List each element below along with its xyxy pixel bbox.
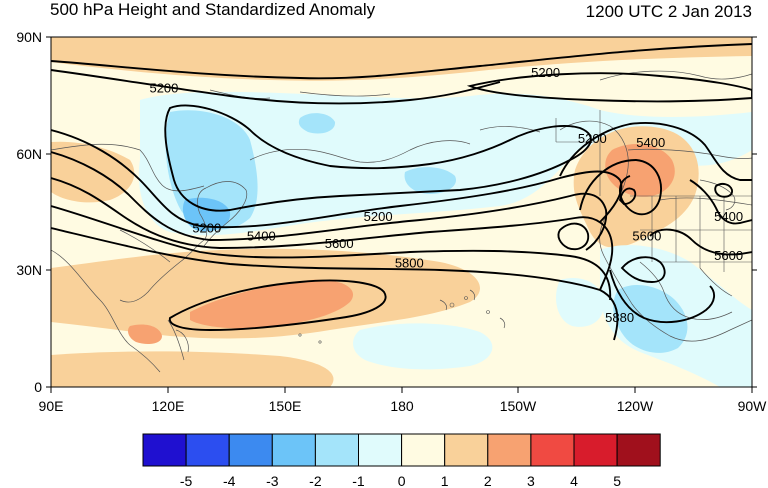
colorbar-swatch bbox=[573, 433, 618, 467]
anomaly-negative-tropical bbox=[353, 323, 493, 370]
anomaly-strong-positive-subtropical bbox=[190, 279, 354, 329]
lon-axis: 90E 120E 150E 180 150W 120W 90W bbox=[39, 387, 768, 414]
contour-label: 5880 bbox=[605, 310, 634, 325]
colorbar-swatch bbox=[185, 433, 230, 467]
anomaly-field: 5200 5200 5200 5400 5200 5400 5200 5600 5800 5600… bbox=[51, 37, 752, 387]
lat-tick-90n: 90N bbox=[16, 29, 42, 45]
political-boundaries bbox=[555, 110, 752, 297]
islands bbox=[298, 296, 490, 344]
lon-tick-180: 180 bbox=[390, 398, 414, 414]
colorbar-label: 4 bbox=[570, 473, 578, 488]
contour-label: 5600 bbox=[632, 228, 661, 243]
colorbar: -5 -4 -3 -2 -1 0 1 2 3 4 5 bbox=[142, 433, 661, 488]
contour-label: 5400 bbox=[714, 209, 743, 224]
anomaly-strong-positive-sea bbox=[128, 324, 162, 344]
colorbar-swatch bbox=[228, 433, 273, 467]
lon-tick-150e: 150E bbox=[269, 398, 302, 414]
colorbar-swatch bbox=[401, 433, 446, 467]
colorbar-swatch bbox=[444, 433, 489, 467]
contour-label: 5200 bbox=[531, 65, 560, 80]
colorbar-label: 1 bbox=[441, 473, 449, 488]
lat-tick-30n: 30N bbox=[16, 262, 42, 278]
anomaly-positive-tropics bbox=[51, 351, 334, 387]
anomaly-negative-eastpacific bbox=[556, 278, 605, 327]
contour-label: 5800 bbox=[395, 256, 424, 271]
anomaly-negative-bering bbox=[404, 167, 457, 194]
colorbar-label: 5 bbox=[613, 473, 621, 488]
anomaly-negative-siberia bbox=[298, 113, 336, 134]
anomaly-positive-arctic bbox=[51, 37, 752, 81]
contour-label: 5400 bbox=[247, 228, 276, 243]
height-contours bbox=[51, 43, 752, 341]
contour-label: 5400 bbox=[636, 135, 665, 150]
colorbar-label: -1 bbox=[352, 473, 365, 488]
colorbar-swatch bbox=[530, 433, 575, 467]
colorbar-swatch bbox=[358, 433, 403, 467]
colorbar-swatch bbox=[314, 433, 359, 467]
colorbar-swatch bbox=[487, 433, 532, 467]
lon-tick-150w: 150W bbox=[500, 398, 537, 414]
colorbar-label: 0 bbox=[398, 473, 406, 488]
colorbar-label: -3 bbox=[266, 473, 279, 488]
valid-time: 1200 UTC 2 Jan 2013 bbox=[585, 2, 752, 21]
colorbar-label: 3 bbox=[527, 473, 535, 488]
colorbar-swatch bbox=[616, 433, 661, 467]
lat-tick-0: 0 bbox=[34, 379, 42, 395]
colorbar-label: -4 bbox=[223, 473, 236, 488]
contour-label: 5200 bbox=[578, 131, 607, 146]
anomaly-strong-positive-ridge bbox=[605, 144, 675, 197]
colorbar-label: 2 bbox=[484, 473, 492, 488]
lon-tick-120w: 120W bbox=[617, 398, 654, 414]
contour-label: 5200 bbox=[149, 81, 178, 96]
map-title: 500 hPa Height and Standardized Anomaly bbox=[50, 0, 376, 19]
lon-tick-90w: 90W bbox=[738, 398, 768, 414]
lat-tick-60n: 60N bbox=[16, 146, 42, 162]
lon-tick-120e: 120E bbox=[152, 398, 185, 414]
contour-label: 5600 bbox=[714, 248, 743, 263]
colorbar-label: -2 bbox=[309, 473, 322, 488]
contour-label: 5600 bbox=[325, 236, 354, 251]
anomaly-strong-negative-japan bbox=[182, 197, 231, 232]
lon-tick-90e: 90E bbox=[39, 398, 64, 414]
colorbar-swatch bbox=[142, 433, 187, 467]
contour-labels: 5200 5200 5200 5400 5200 5400 5200 5600 5800 5600… bbox=[149, 65, 743, 325]
colorbar-swatch bbox=[271, 433, 316, 467]
lat-axis: 90N 60N 30N 0 bbox=[16, 29, 757, 395]
colorbar-label: -5 bbox=[180, 473, 193, 488]
contour-label: 5200 bbox=[192, 221, 221, 236]
contour-label: 5200 bbox=[364, 209, 393, 224]
